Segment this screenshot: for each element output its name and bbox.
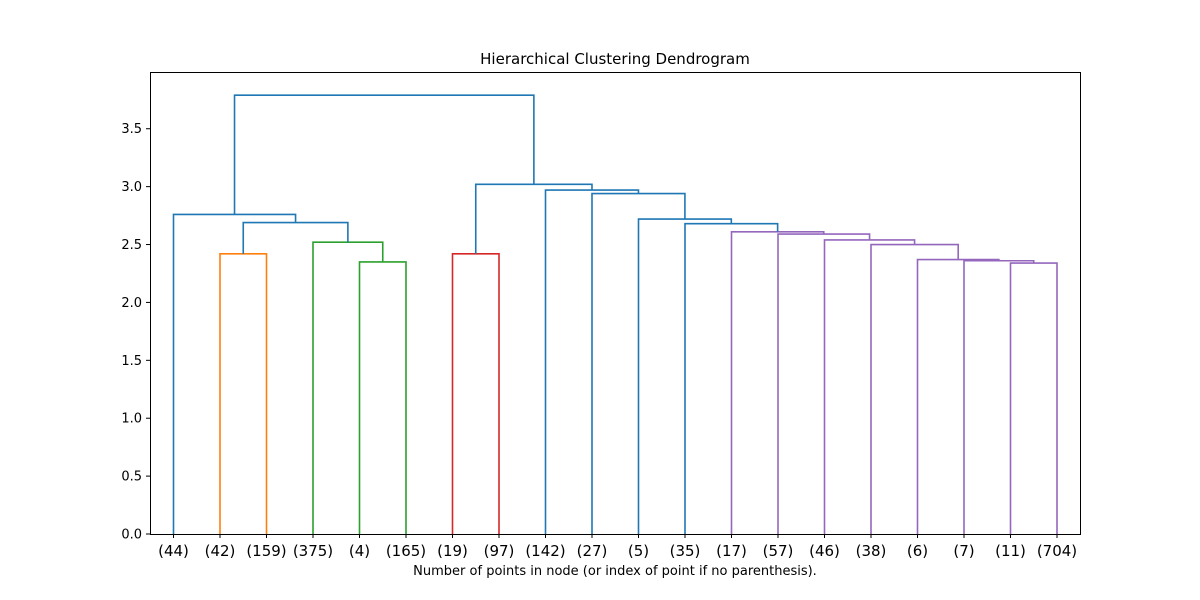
leaf-label: (165) <box>386 542 426 560</box>
leaf-label: (159) <box>246 542 286 560</box>
plot-frame <box>150 72 1081 535</box>
x-axis: (44) (42) (159) (375) (4) (165) (19) (97) (142) (… <box>158 534 1077 560</box>
leaf-label: (6) <box>907 542 928 560</box>
y-tick-label: 3.5 <box>121 122 142 137</box>
leaf-label: (11) <box>995 542 1026 560</box>
leaf-label: (704) <box>1037 542 1077 560</box>
x-axis-label: Number of points in node (or index of po… <box>413 564 817 579</box>
leaf-label: (38) <box>856 542 887 560</box>
leaf-label: (42) <box>205 542 236 560</box>
leaf-label: (7) <box>953 542 974 560</box>
y-tick-label: 2.5 <box>121 238 142 253</box>
leaf-label: (57) <box>763 542 794 560</box>
y-tick-label: 0.5 <box>121 470 142 485</box>
leaf-label: (5) <box>628 542 649 560</box>
y-tick-label: 1.5 <box>121 354 142 369</box>
dendrogram-links <box>172 94 1058 534</box>
leaf-label: (97) <box>484 542 515 560</box>
leaf-label: (19) <box>437 542 468 560</box>
leaf-label: (375) <box>293 542 333 560</box>
y-tick-label: 0.0 <box>121 528 142 543</box>
chart-title: Hierarchical Clustering Dendrogram <box>480 50 750 68</box>
leaf-label: (142) <box>525 542 565 560</box>
leaf-label: (35) <box>670 542 701 560</box>
leaf-label: (4) <box>349 542 370 560</box>
dendrogram-link-18 <box>233 94 535 215</box>
y-tick-label: 2.0 <box>121 296 142 311</box>
leaf-label: (46) <box>809 542 840 560</box>
leaf-label: (17) <box>716 542 747 560</box>
y-tick-label: 3.0 <box>121 180 142 195</box>
leaf-label: (44) <box>158 542 189 560</box>
y-tick-label: 1.0 <box>121 412 142 427</box>
y-axis: 0.0 0.5 1.0 1.5 2.0 2.5 3.0 3.5 <box>121 122 150 543</box>
leaf-label: (27) <box>577 542 608 560</box>
